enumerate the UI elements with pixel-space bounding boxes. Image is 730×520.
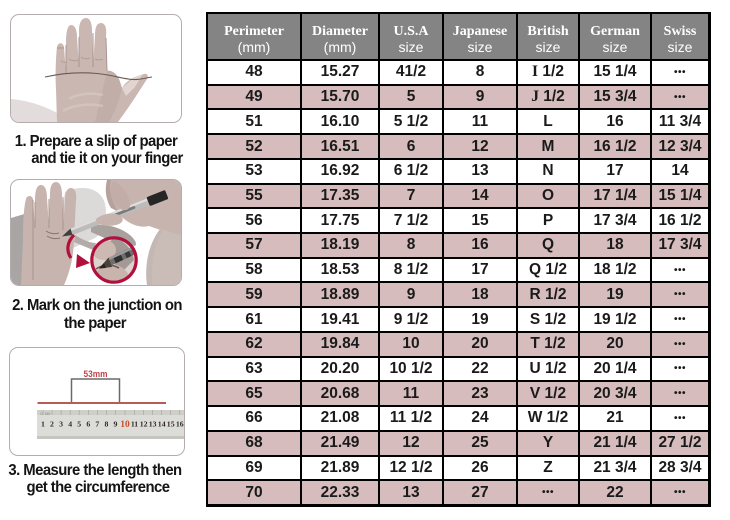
svg-text:15: 15: [167, 419, 175, 428]
svg-text:13: 13: [149, 419, 157, 428]
svg-text:3: 3: [59, 419, 63, 428]
svg-text:1: 1: [41, 419, 45, 428]
svg-text:9: 9: [113, 419, 117, 428]
svg-text:4: 4: [68, 419, 72, 428]
svg-text:11: 11: [131, 419, 138, 428]
svg-text:8: 8: [104, 419, 108, 428]
svg-text:14: 14: [158, 419, 166, 428]
svg-text:16: 16: [176, 419, 184, 428]
svg-text:53mm: 53mm: [84, 369, 108, 380]
svg-text:10: 10: [120, 420, 130, 430]
svg-text:2: 2: [50, 419, 54, 428]
svg-text:7: 7: [95, 419, 99, 428]
svg-text:6: 6: [86, 419, 90, 428]
svg-text:CL MM: CL MM: [40, 412, 50, 416]
svg-text:12: 12: [140, 419, 148, 428]
svg-text:5: 5: [77, 419, 81, 428]
